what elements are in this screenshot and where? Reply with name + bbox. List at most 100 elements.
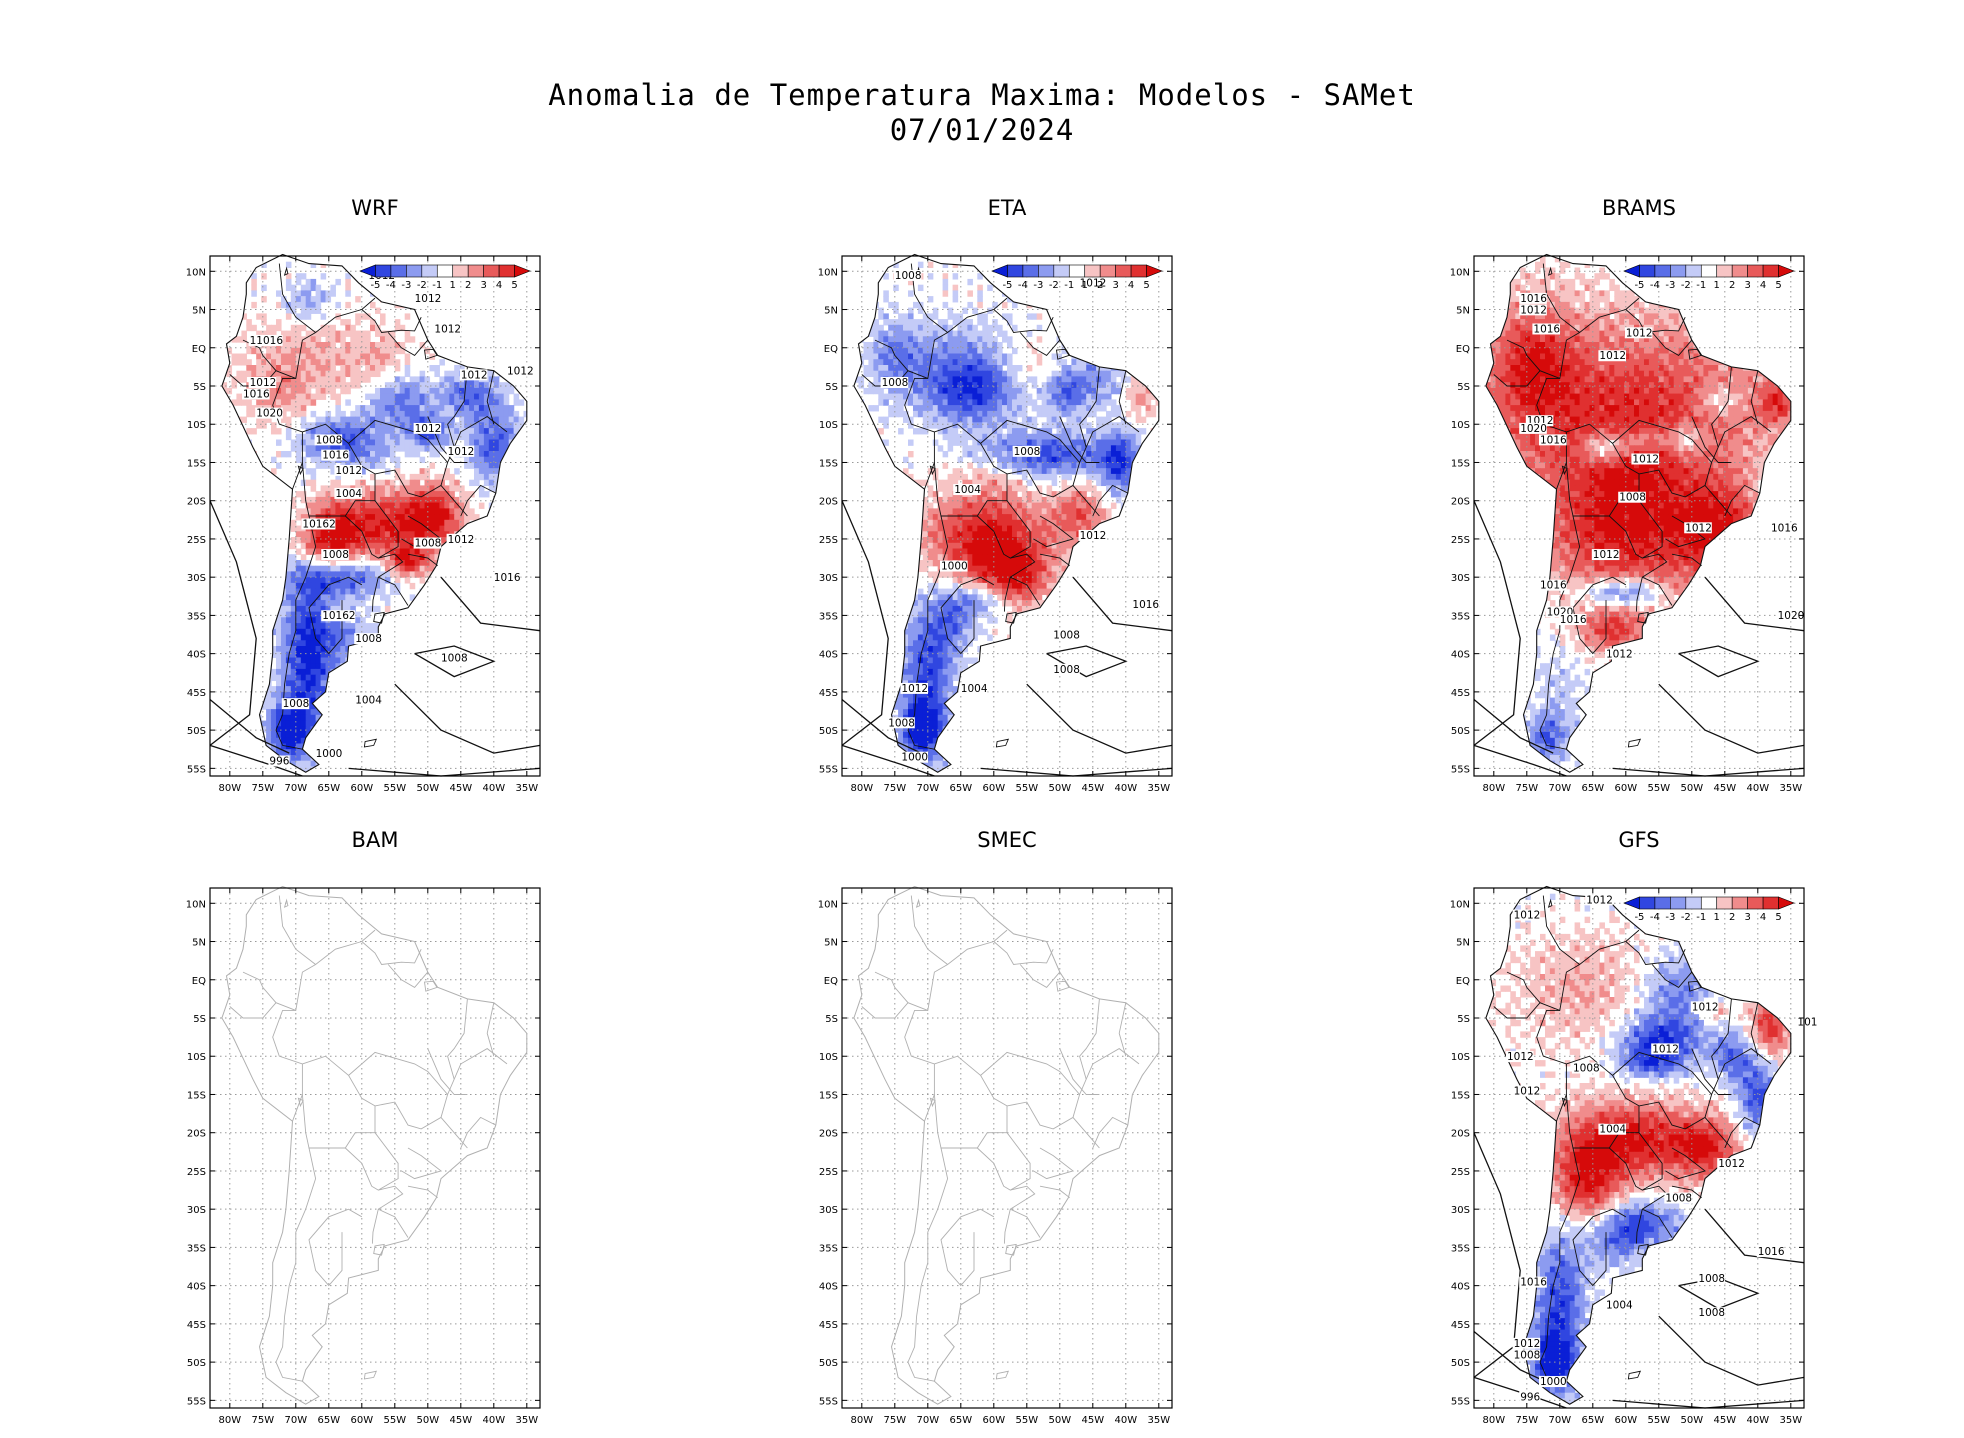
anomaly-cell [474, 394, 480, 400]
anomaly-cell [1022, 399, 1028, 405]
anomaly-cell [883, 290, 889, 296]
anomaly-cell [301, 440, 307, 446]
anomaly-cell [898, 325, 904, 331]
anomaly-cell [938, 348, 944, 354]
anomaly-cell [1071, 526, 1077, 532]
anomaly-cell [454, 468, 460, 474]
anomaly-cell [444, 399, 450, 405]
anomaly-cell [296, 669, 302, 675]
anomaly-cell [903, 325, 909, 331]
anomaly-cell [1042, 399, 1048, 405]
anomaly-cell [375, 508, 381, 514]
anomaly-cell [972, 417, 978, 423]
anomaly-cell [903, 354, 909, 360]
anomaly-cell [311, 451, 317, 457]
anomaly-cell [385, 348, 391, 354]
anomaly-cell [321, 663, 327, 669]
anomaly-cell [1052, 399, 1058, 405]
anomaly-cell [311, 508, 317, 514]
anomaly-cell [923, 543, 929, 549]
anomaly-cell [1002, 371, 1008, 377]
anomaly-cell [395, 348, 401, 354]
anomaly-cell [948, 474, 954, 480]
anomaly-cell [1052, 537, 1058, 543]
anomaly-cell [370, 365, 376, 371]
anomaly-cell [370, 583, 376, 589]
anomaly-cell [1047, 376, 1053, 382]
anomaly-cell [395, 531, 401, 537]
anomaly-cell [1131, 399, 1137, 405]
anomaly-cell [928, 325, 934, 331]
anomaly-cell [236, 399, 242, 405]
anomaly-cell [1131, 394, 1137, 400]
anomaly-cell [410, 405, 416, 411]
anomaly-cell [982, 537, 988, 543]
anomaly-cell [982, 508, 988, 514]
anomaly-cell [873, 376, 879, 382]
anomaly-cell [958, 331, 964, 337]
anomaly-cell [987, 445, 993, 451]
anomaly-cell [365, 411, 371, 417]
anomaly-cell [474, 382, 480, 388]
anomaly-cell [425, 382, 431, 388]
anomaly-cell [953, 399, 959, 405]
anomaly-cell [1136, 411, 1142, 417]
anomaly-cell [953, 508, 959, 514]
anomaly-cell [948, 382, 954, 388]
anomaly-cell [355, 376, 361, 382]
anomaly-cell [943, 417, 949, 423]
anomaly-cell [918, 285, 924, 291]
anomaly-cell [489, 382, 495, 388]
anomaly-cell [1066, 399, 1072, 405]
anomaly-cell [1071, 376, 1077, 382]
anomaly-cell [296, 526, 302, 532]
anomaly-cell [241, 371, 247, 377]
anomaly-cell [992, 549, 998, 555]
anomaly-cell [938, 365, 944, 371]
anomaly-cell [962, 440, 968, 446]
anomaly-cell [405, 365, 411, 371]
anomaly-cell [1071, 365, 1077, 371]
anomaly-cell [958, 549, 964, 555]
anomaly-cell [1057, 428, 1063, 434]
anomaly-cell [1012, 537, 1018, 543]
anomaly-cell [928, 526, 934, 532]
anomaly-cell [301, 589, 307, 595]
anomaly-cell [479, 503, 485, 509]
anomaly-cell [405, 399, 411, 405]
anomaly-cell [469, 514, 475, 520]
anomaly-cell [296, 273, 302, 279]
anomaly-cell [484, 445, 490, 451]
anomaly-cell [1052, 411, 1058, 417]
anomaly-cell [321, 658, 327, 664]
anomaly-cell [992, 514, 998, 520]
anomaly-cell [345, 354, 351, 360]
anomaly-cell [291, 520, 297, 526]
anomaly-cell [326, 566, 332, 572]
anomaly-cell [953, 354, 959, 360]
anomaly-cell [484, 491, 490, 497]
anomaly-cell [958, 514, 964, 520]
anomaly-cell [938, 422, 944, 428]
anomaly-cell [395, 445, 401, 451]
anomaly-cell [878, 313, 884, 319]
anomaly-cell [380, 365, 386, 371]
anomaly-cell [938, 526, 944, 532]
anomaly-cell [236, 376, 242, 382]
anomaly-cell [1042, 503, 1048, 509]
anomaly-cell [918, 382, 924, 388]
anomaly-cell [987, 474, 993, 480]
anomaly-cell [928, 520, 934, 526]
anomaly-cell [365, 434, 371, 440]
anomaly-cell [494, 451, 500, 457]
anomaly-cell [928, 273, 934, 279]
anomaly-cell [504, 405, 510, 411]
anomaly-cell [479, 388, 485, 394]
anomaly-cell [395, 319, 401, 325]
anomaly-cell [1136, 382, 1142, 388]
anomaly-cell [893, 411, 899, 417]
anomaly-cell [340, 583, 346, 589]
panel-title: WRF [210, 196, 540, 220]
anomaly-cell [311, 365, 317, 371]
anomaly-cell [360, 376, 366, 382]
